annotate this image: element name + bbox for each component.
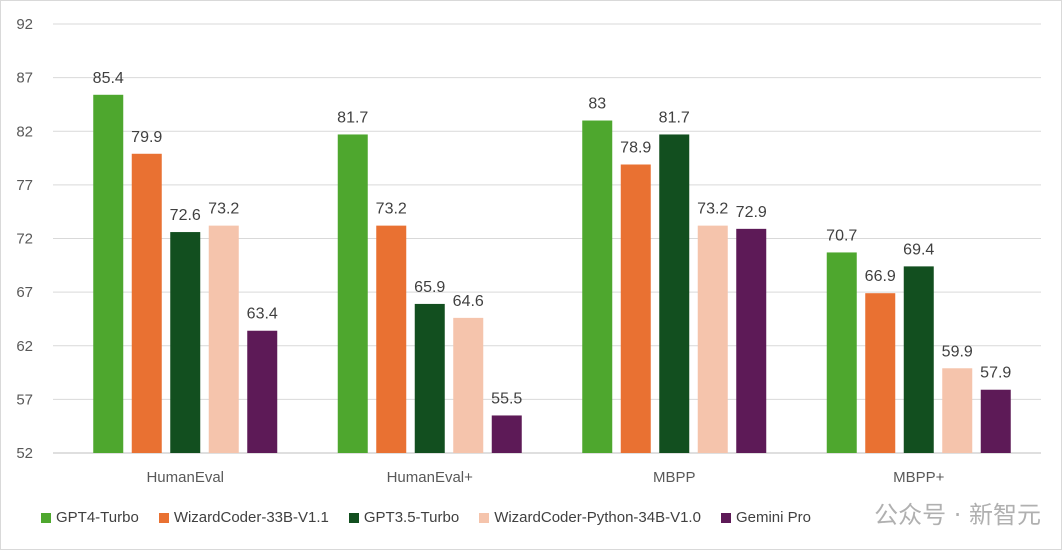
legend-label: WizardCoder-33B-V1.1 xyxy=(173,509,329,526)
data-label: 64.6 xyxy=(453,293,484,310)
legend-item: GPT4-Turbo xyxy=(41,509,139,526)
bar xyxy=(376,225,407,453)
legend-swatch xyxy=(158,512,169,523)
data-label: 72.9 xyxy=(736,204,767,221)
y-tick-label: 62 xyxy=(16,338,33,355)
data-label: 79.9 xyxy=(131,129,162,146)
data-label: 73.2 xyxy=(697,201,728,218)
data-label: 85.4 xyxy=(93,70,124,87)
bar xyxy=(208,225,239,453)
data-label: 55.5 xyxy=(491,390,522,407)
data-label: 73.2 xyxy=(208,201,239,218)
x-tick-label: MBPP+ xyxy=(893,469,945,486)
bar xyxy=(337,134,368,453)
bar xyxy=(659,134,690,453)
y-tick-label: 72 xyxy=(16,231,33,248)
y-tick-label: 67 xyxy=(16,284,33,301)
legend-swatch xyxy=(348,512,359,523)
bar xyxy=(131,153,162,453)
data-label: 78.9 xyxy=(620,139,651,156)
bar xyxy=(697,225,728,453)
bar xyxy=(453,317,484,453)
legend-item: WizardCoder-Python-34B-V1.0 xyxy=(479,509,701,526)
watermark: 公众号 · 新智元 xyxy=(874,501,1041,529)
legend-label: Gemini Pro xyxy=(735,509,811,526)
x-tick-label: HumanEval+ xyxy=(387,469,474,486)
bar xyxy=(620,164,651,453)
y-tick-label: 87 xyxy=(16,70,33,87)
legend-label: GPT3.5-Turbo xyxy=(363,509,460,526)
bar xyxy=(491,415,522,453)
data-label: 81.7 xyxy=(659,109,690,126)
x-tick-label: MBPP xyxy=(653,469,696,486)
bar xyxy=(826,252,857,453)
bar xyxy=(170,232,201,453)
bar xyxy=(247,330,278,453)
bar xyxy=(942,368,973,453)
data-label: 59.9 xyxy=(942,343,973,360)
bar xyxy=(414,303,445,453)
y-tick-label: 92 xyxy=(16,16,33,33)
bar xyxy=(865,293,896,453)
y-tick-label: 82 xyxy=(16,123,33,140)
legend-label: WizardCoder-Python-34B-V1.0 xyxy=(494,509,701,526)
data-label: 70.7 xyxy=(826,227,857,244)
bar xyxy=(903,266,934,453)
bar xyxy=(736,228,767,453)
data-label: 66.9 xyxy=(865,268,896,285)
data-label: 73.2 xyxy=(376,201,407,218)
data-label: 83 xyxy=(588,96,606,113)
x-tick-label: HumanEval xyxy=(146,469,224,486)
data-label: 69.4 xyxy=(903,241,934,258)
y-tick-label: 77 xyxy=(16,177,33,194)
legend-swatch xyxy=(41,512,51,523)
data-label: 72.6 xyxy=(170,207,201,224)
y-tick-label: 57 xyxy=(16,391,33,408)
legend-label: GPT4-Turbo xyxy=(56,509,139,526)
data-label: 65.9 xyxy=(414,279,445,296)
legend-item: WizardCoder-33B-V1.1 xyxy=(158,509,329,526)
bar xyxy=(980,389,1011,453)
legend-swatch xyxy=(479,512,490,523)
legend-item: Gemini Pro xyxy=(720,509,811,526)
data-label: 57.9 xyxy=(980,365,1011,382)
data-label: 81.7 xyxy=(337,109,368,126)
legend: GPT4-Turbo WizardCoder-33B-V1.1 GPT3.5-Tur… xyxy=(41,509,811,526)
y-tick-label: 52 xyxy=(16,445,33,462)
bar xyxy=(582,120,613,454)
data-label: 63.4 xyxy=(247,306,278,323)
legend-item: GPT3.5-Turbo xyxy=(348,509,460,526)
legend-swatch xyxy=(720,512,731,523)
bar xyxy=(93,94,124,453)
